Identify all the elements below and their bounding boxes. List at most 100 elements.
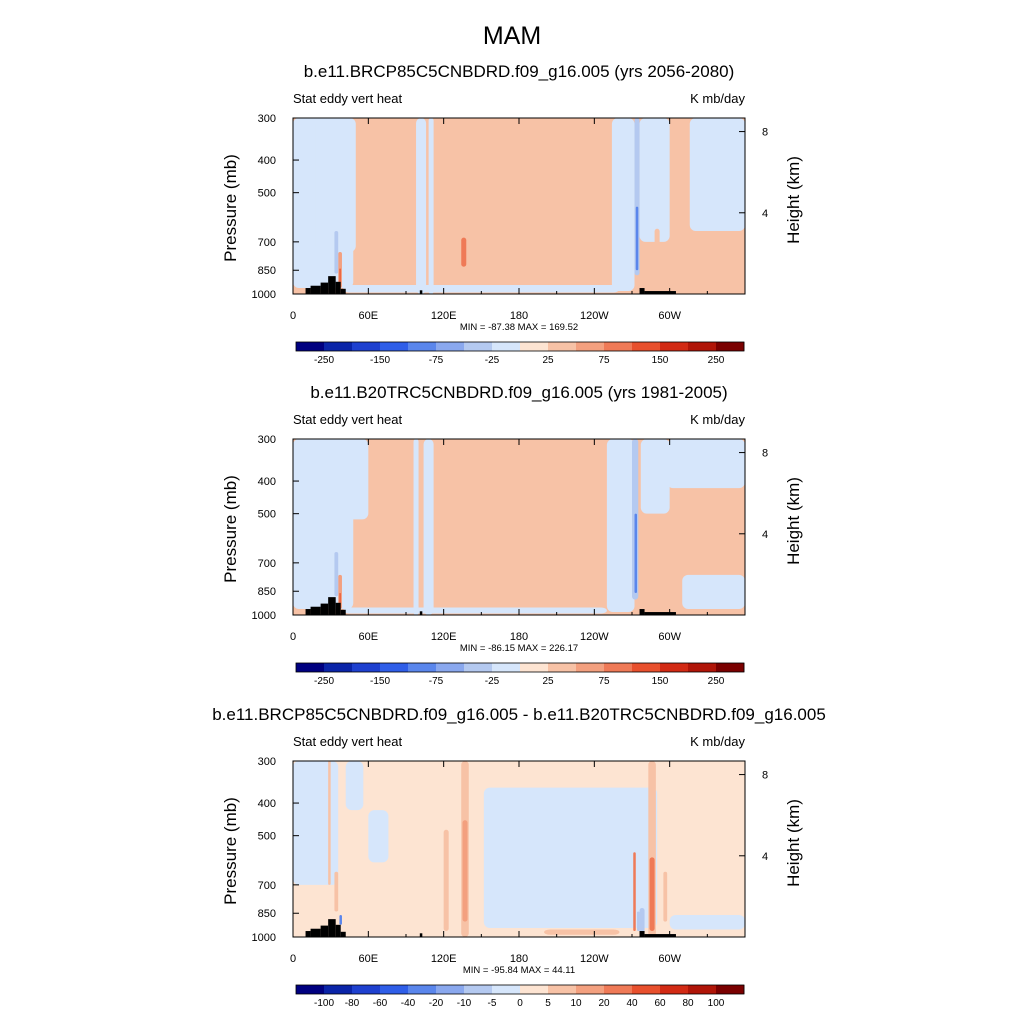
- y-axis-title: Pressure (mb): [221, 475, 240, 583]
- x-tick-label: 60E: [359, 631, 379, 643]
- y-axis-right-title: Height (km): [784, 477, 803, 565]
- colorbar: -100 -80 -60 -40 -20 -10 -5 0 5 10 20 40 60 80 100: [295, 984, 745, 1009]
- topography-mask: [335, 924, 341, 937]
- colorbar-swatch: [576, 342, 605, 351]
- contour-region: [669, 914, 745, 930]
- field-background: [293, 118, 745, 294]
- contour-region: [544, 929, 620, 935]
- colorbar-label: -80: [345, 998, 360, 1009]
- x-tick-label: 120W: [580, 310, 609, 322]
- height-tick-label: 8: [762, 127, 768, 139]
- colorbar-label: 150: [652, 355, 669, 366]
- contour-region: [413, 439, 419, 615]
- contour-region: [423, 439, 434, 615]
- x-tick-label: 60W: [658, 631, 681, 643]
- figure-title: MAM: [483, 22, 541, 50]
- y-tick-label: 500: [258, 188, 276, 200]
- colorbar-label: -100: [314, 998, 334, 1009]
- x-tick-label: 0: [290, 953, 296, 965]
- colorbar-swatch: [380, 663, 409, 672]
- colorbar-swatch: [660, 342, 689, 351]
- colorbar-swatch: [352, 663, 381, 672]
- contour-region: [428, 118, 434, 294]
- colorbar-label: -60: [373, 998, 388, 1009]
- contour-region: [637, 911, 640, 932]
- colorbar-swatch: [464, 342, 493, 351]
- panel-title: b.e11.B20TRC5CNBDRD.f09_g16.005 (yrs 198…: [310, 383, 727, 402]
- panel-title: b.e11.BRCP85C5CNBDRD.f09_g16.005 (yrs 20…: [304, 62, 735, 81]
- topography-mask: [419, 933, 423, 937]
- y-tick-label: 400: [258, 476, 276, 488]
- x-tick-label: 0: [290, 631, 296, 643]
- contour-region: [635, 206, 639, 271]
- colorbar-swatch: [324, 985, 353, 994]
- colorbar-label: -20: [429, 998, 444, 1009]
- topography-mask: [310, 928, 321, 937]
- x-tick-label: 0: [290, 310, 296, 322]
- colorbar-label: 60: [654, 998, 666, 1009]
- topography-mask: [419, 611, 423, 615]
- colorbar-swatch: [688, 663, 717, 672]
- y-axis-title: Pressure (mb): [221, 154, 240, 262]
- contour-region: [315, 118, 356, 252]
- colorbar-swatch: [716, 342, 745, 351]
- contour-field: [293, 439, 745, 615]
- colorbar-swatch: [464, 663, 493, 672]
- colorbar-swatch: [716, 985, 745, 994]
- topography-mask: [335, 281, 341, 294]
- topography-mask: [305, 609, 311, 615]
- colorbar-swatch: [688, 985, 717, 994]
- colorbar-swatch: [688, 342, 717, 351]
- contour-field: [293, 761, 745, 937]
- colorbar-swatch: [520, 663, 549, 672]
- min-max-stats: MIN = -87.38 MAX = 169.52: [460, 322, 578, 333]
- contour-region: [640, 439, 670, 514]
- colorbar-swatch: [520, 342, 549, 351]
- topography-mask: [320, 603, 329, 615]
- contour-region: [343, 284, 620, 293]
- x-tick-label: 120W: [580, 631, 609, 643]
- y-tick-label: 700: [258, 880, 276, 892]
- colorbar-label: 40: [626, 998, 638, 1009]
- contour-region: [682, 574, 745, 610]
- y-tick-label: 300: [258, 113, 276, 125]
- topography-mask: [320, 282, 329, 294]
- height-tick-label: 4: [762, 851, 768, 863]
- panel-units-label: K mb/day: [690, 412, 745, 427]
- colorbar-label: 75: [598, 676, 610, 687]
- topography-mask: [310, 606, 321, 615]
- colorbar-label: 100: [708, 998, 725, 1009]
- contour-region: [334, 231, 339, 274]
- colorbar-label: 5: [545, 998, 551, 1009]
- contour-region: [663, 871, 668, 922]
- y-tick-label: 1000: [252, 610, 276, 622]
- colorbar-swatch: [576, 663, 605, 672]
- y-axis-right-title: Height (km): [784, 799, 803, 887]
- y-tick-label: 700: [258, 558, 276, 570]
- contour-region: [416, 118, 427, 294]
- colorbar-label: -150: [370, 676, 390, 687]
- colorbar-label: 80: [682, 998, 694, 1009]
- y-tick-label: 300: [258, 756, 276, 768]
- y-tick-label: 850: [258, 908, 276, 920]
- colorbar-swatch: [548, 985, 577, 994]
- x-tick-label: 120E: [431, 310, 457, 322]
- panel-2: b.e11.B20TRC5CNBDRD.f09_g16.005 (yrs 198…: [221, 383, 803, 687]
- contour-region: [334, 552, 339, 597]
- contour-region: [343, 607, 607, 614]
- topography-mask: [644, 934, 676, 937]
- colorbar-swatch: [296, 342, 325, 351]
- contour-region: [339, 914, 342, 925]
- contour-region: [654, 228, 660, 276]
- contour-field: [293, 118, 745, 294]
- colorbar-label: -250: [314, 355, 334, 366]
- contour-region: [328, 761, 331, 885]
- x-tick-label: 180: [510, 310, 528, 322]
- colorbar-swatch: [660, 663, 689, 672]
- contour-region: [689, 118, 745, 232]
- colorbar-swatch: [408, 342, 437, 351]
- colorbar-swatch: [548, 342, 577, 351]
- colorbar-swatch: [436, 663, 465, 672]
- contour-region: [443, 829, 449, 932]
- x-tick-label: 180: [510, 953, 528, 965]
